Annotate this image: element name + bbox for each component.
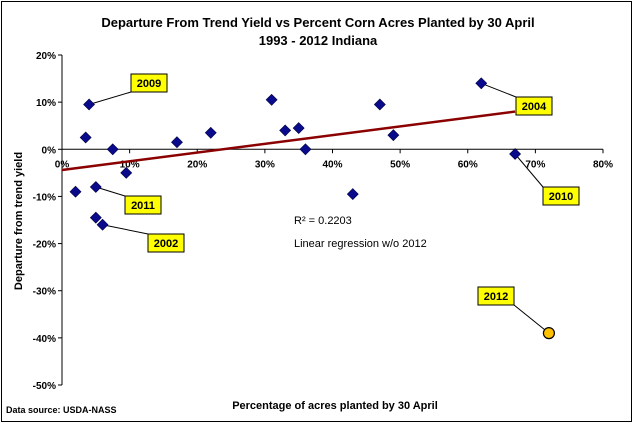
y-tick-label: 20% <box>36 51 56 62</box>
data-point <box>171 136 183 149</box>
data-point <box>79 131 92 144</box>
chart-subtitle: 1993 - 2012 Indiana <box>259 33 378 48</box>
x-axis-label: Percentage of acres planted by 30 April <box>232 400 438 412</box>
data-point <box>373 98 386 111</box>
data-point <box>89 211 102 224</box>
y-axis-label: Departure from trend yield <box>13 152 25 290</box>
trendline-line <box>61 110 516 172</box>
data-point <box>299 143 312 156</box>
x-tick-label: 70% <box>525 159 545 170</box>
x-tick-label: 0% <box>55 159 70 170</box>
data-point <box>346 188 359 200</box>
y-tick-label: -50% <box>33 381 56 392</box>
callout-box-2011 <box>124 195 162 215</box>
y-tick-label: 0% <box>42 145 57 156</box>
x-tick-label: 80% <box>593 159 613 170</box>
trendline <box>61 110 516 172</box>
callout-box-2009 <box>130 73 168 93</box>
x-tick-label: 20% <box>187 159 207 170</box>
data-point <box>387 129 400 142</box>
callout-label-2009: 2009 <box>137 78 161 90</box>
callout-label-2004: 2004 <box>522 101 547 113</box>
data-source: Data source: USDA-NASS <box>6 405 117 415</box>
callout-label-2012: 2012 <box>484 291 508 303</box>
y-tick-label: -30% <box>33 287 56 298</box>
axes: 20% 10% 0% -10% -20% -30% -40% -50% 0% 10% 20% 30% 4… <box>33 51 613 392</box>
callout-label-2010: 2010 <box>549 191 573 203</box>
data-point <box>69 185 82 198</box>
data-point <box>83 98 95 111</box>
callout-box-2010 <box>542 186 580 206</box>
x-tick-label: 10% <box>120 159 140 170</box>
y-tick-label: -40% <box>33 334 56 345</box>
callout-label-2011: 2011 <box>131 200 155 212</box>
data-point <box>292 122 305 134</box>
r-squared-annotation: R² = 0.2203 <box>294 215 352 227</box>
callout-leader-2010 <box>514 153 544 188</box>
data-point-2012 <box>542 327 556 340</box>
y-tick-label: -20% <box>33 240 56 251</box>
data-point <box>265 93 278 106</box>
callout-leader-2011 <box>95 186 126 197</box>
x-tick-label: 50% <box>390 159 410 170</box>
callout-box-2012 <box>477 286 515 306</box>
data-point <box>96 218 109 231</box>
data-point <box>89 181 102 193</box>
callout-leaders <box>88 82 550 334</box>
y-tick-label: -10% <box>33 192 56 203</box>
callout-box-2002 <box>147 233 185 253</box>
x-tick-label: 60% <box>458 159 478 170</box>
y-tick-label: 10% <box>36 98 56 109</box>
callouts: 2009 2004 2011 2002 2010 2012 <box>124 73 580 306</box>
data-point <box>204 126 217 139</box>
callout-box-2004 <box>515 96 553 116</box>
data-point <box>475 77 488 90</box>
data-points <box>69 77 556 340</box>
chart-title: Departure From Trend Yield vs Percent Co… <box>101 15 534 30</box>
callout-leader-2002 <box>102 224 149 235</box>
callout-leader-2009 <box>88 91 132 105</box>
regression-note: Linear regression w/o 2012 <box>294 238 427 250</box>
data-point <box>120 166 133 179</box>
r-squared-text: R² = 0.2203 <box>294 215 352 227</box>
data-point <box>106 143 119 156</box>
callout-leader-2012 <box>513 304 550 334</box>
x-tick-label: 40% <box>322 159 342 170</box>
data-point <box>279 124 292 137</box>
data-point <box>509 148 522 160</box>
callout-label-2002: 2002 <box>154 238 178 250</box>
x-tick-label: 30% <box>255 159 275 170</box>
callout-leader-2004 <box>481 82 517 98</box>
